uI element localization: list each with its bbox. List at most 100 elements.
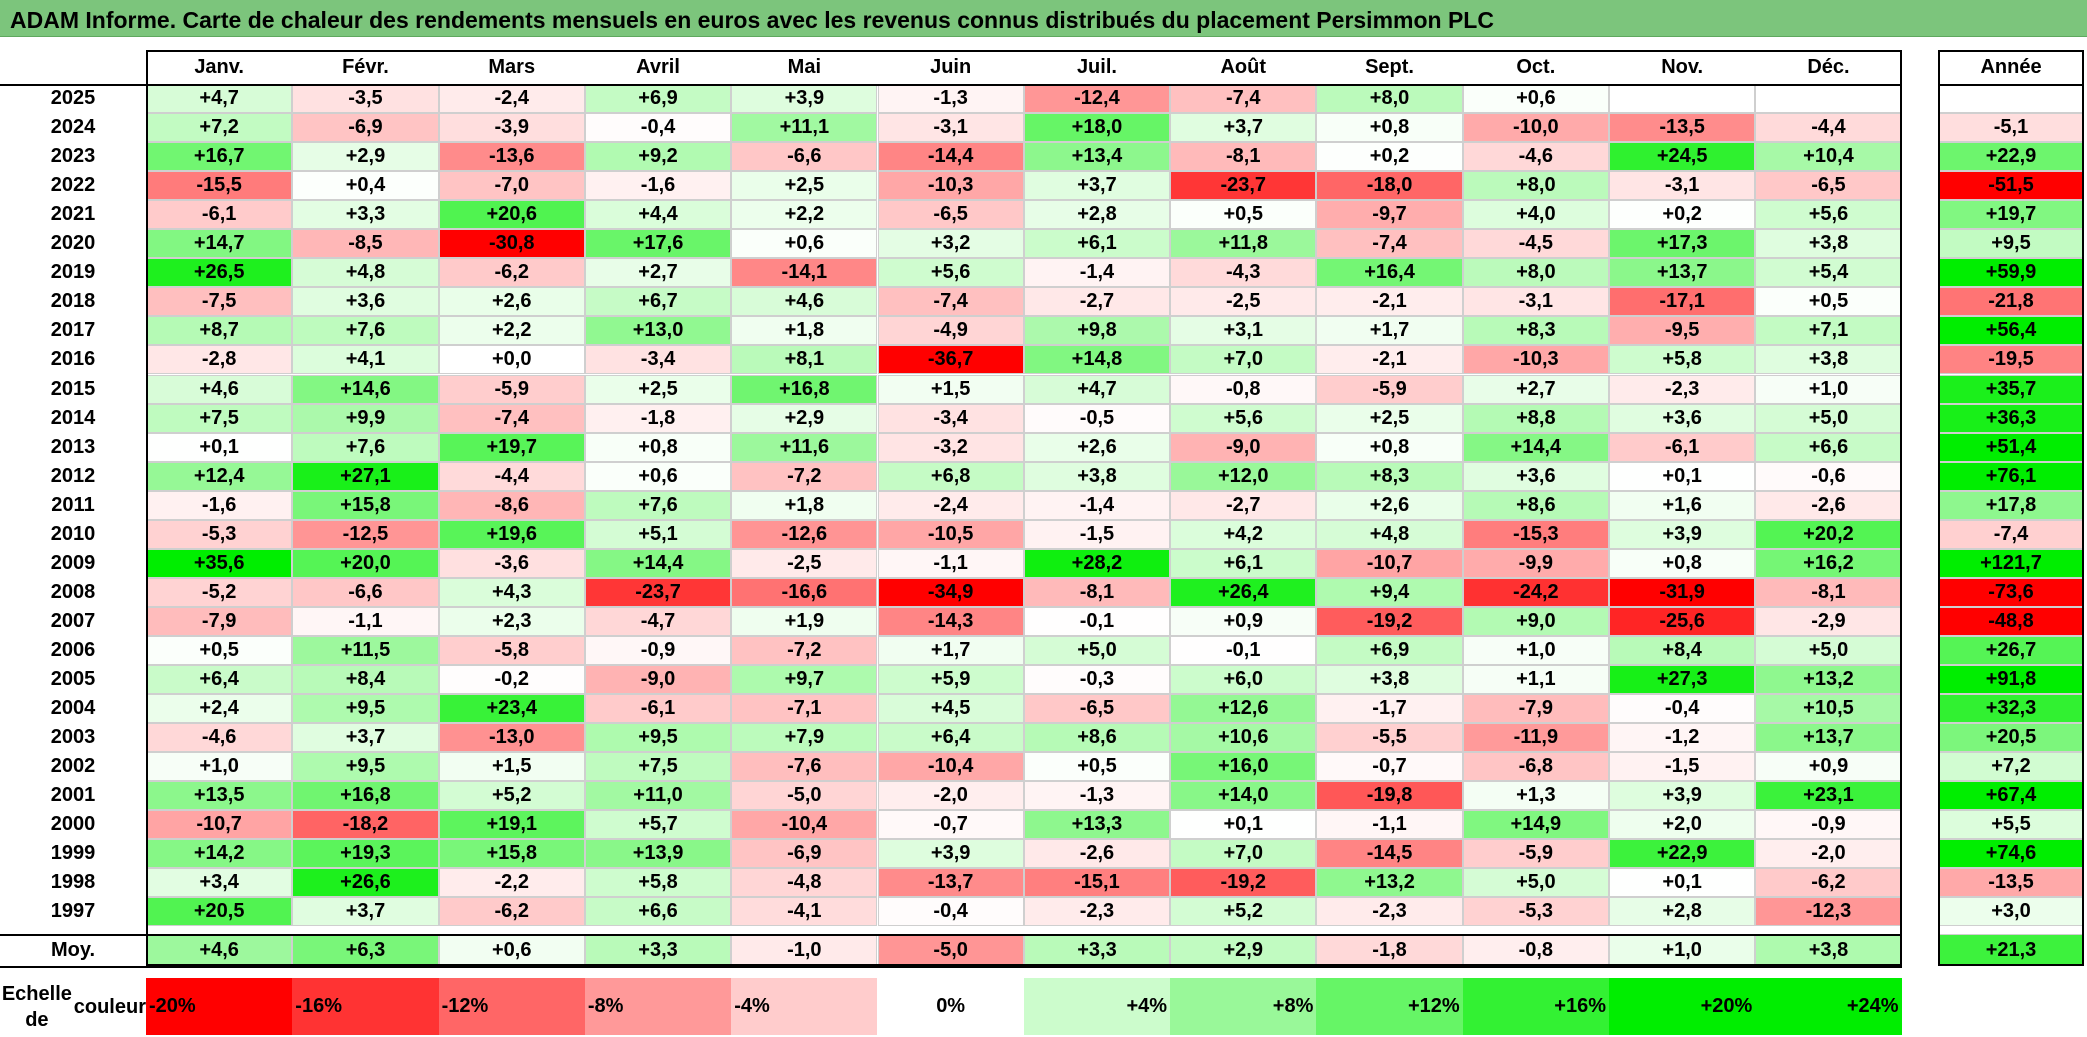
heatmap-cell: -1,1: [878, 549, 1024, 578]
heatmap-cell: -0,4: [585, 113, 731, 142]
average-cell: +0,6: [439, 934, 585, 966]
heatmap-cell: -7,0: [439, 171, 585, 200]
heatmap-cell: +6,1: [1024, 229, 1170, 258]
heatmap-cell: +3,6: [1609, 404, 1755, 433]
heatmap-cell: +3,8: [1755, 229, 1901, 258]
heatmap-cell: +9,8: [1024, 316, 1170, 345]
column-header: Juil.: [1024, 50, 1170, 84]
heatmap-cell: +7,0: [1170, 839, 1316, 868]
heatmap-cell: +3,9: [1609, 781, 1755, 810]
row-label-year: 1997: [0, 897, 146, 926]
heatmap-cell: -5,8: [439, 636, 585, 665]
heatmap-cell: +0,8: [1316, 113, 1462, 142]
heatmap-cell: +4,1: [292, 345, 438, 374]
heatmap-cell: +0,1: [1609, 868, 1755, 897]
heatmap-cell: -1,2: [1609, 723, 1755, 752]
heatmap-cell: +3,7: [1170, 113, 1316, 142]
heatmap-cell: [1609, 84, 1755, 113]
annual-cell: +32,3: [1938, 694, 2084, 723]
heatmap-cell: +27,3: [1609, 665, 1755, 694]
heatmap-cell: +19,1: [439, 810, 585, 839]
heatmap-cell: +26,4: [1170, 578, 1316, 607]
heatmap-cell: -2,6: [1024, 839, 1170, 868]
heatmap-cell: +28,2: [1024, 549, 1170, 578]
heatmap-cell: +0,0: [439, 345, 585, 374]
heatmap-cell: +14,9: [1463, 810, 1609, 839]
heatmap-cell: -1,1: [1316, 810, 1462, 839]
heatmap-cell: +13,9: [585, 839, 731, 868]
heatmap-cell: -10,3: [878, 171, 1024, 200]
heatmap-cell: -1,5: [1609, 752, 1755, 781]
heatmap-cell: -0,1: [1170, 636, 1316, 665]
average-annual-cell: +21,3: [1938, 934, 2084, 966]
heatmap-cell: -7,9: [146, 607, 292, 636]
heatmap-cell: +10,5: [1755, 694, 1901, 723]
heatmap-cell: +4,4: [585, 200, 731, 229]
heatmap-cell: [1755, 84, 1901, 113]
annual-cell: +22,9: [1938, 142, 2084, 171]
heatmap-cell: -6,9: [292, 113, 438, 142]
heatmap-cell: +6,4: [146, 665, 292, 694]
heatmap-cell: -9,0: [1170, 433, 1316, 462]
heatmap-cell: +7,5: [585, 752, 731, 781]
annual-cell: +36,3: [1938, 404, 2084, 433]
heatmap-cell: +9,5: [585, 723, 731, 752]
heatmap-cell: +0,6: [1463, 84, 1609, 113]
heatmap-cell: +2,3: [439, 607, 585, 636]
heatmap-cell: +26,5: [146, 258, 292, 287]
row-label-year: 2013: [0, 433, 146, 462]
column-header: Mai: [731, 50, 877, 84]
heatmap-cell: +6,4: [878, 723, 1024, 752]
heatmap-cell: -4,4: [1755, 113, 1901, 142]
heatmap-cell: -2,8: [146, 345, 292, 374]
heatmap-cell: +4,7: [1024, 375, 1170, 404]
heatmap-cell: +13,5: [146, 781, 292, 810]
heatmap-cell: -5,3: [1463, 897, 1609, 926]
heatmap-cell: -6,5: [1755, 171, 1901, 200]
heatmap-cell: -5,9: [439, 375, 585, 404]
heatmap-cell: -6,8: [1463, 752, 1609, 781]
row-label-year: 2025: [0, 84, 146, 113]
heatmap-cell: +15,8: [439, 839, 585, 868]
annual-cell: +51,4: [1938, 433, 2084, 462]
row-label-year: 2024: [0, 113, 146, 142]
row-label-year: 2002: [0, 752, 146, 781]
heatmap-cell: -6,2: [1755, 868, 1901, 897]
color-scale-step: -12%: [439, 978, 585, 1035]
heatmap-cell: +11,0: [585, 781, 731, 810]
heatmap-cell: -30,8: [439, 229, 585, 258]
heatmap-cell: +1,6: [1609, 491, 1755, 520]
heatmap-cell: +13,2: [1755, 665, 1901, 694]
average-cell: -1,0: [731, 934, 877, 966]
heatmap-cell: -1,3: [1024, 781, 1170, 810]
heatmap-cell: +0,5: [1755, 287, 1901, 316]
heatmap-cell: +8,6: [1463, 491, 1609, 520]
heatmap-cell: +4,6: [731, 287, 877, 316]
heatmap-cell: +14,7: [146, 229, 292, 258]
color-scale-step: +8%: [1170, 978, 1316, 1035]
heatmap-cell: +15,8: [292, 491, 438, 520]
heatmap-cell: -9,9: [1463, 549, 1609, 578]
heatmap-cell: +8,0: [1463, 171, 1609, 200]
heatmap-cell: +3,8: [1755, 345, 1901, 374]
heatmap-cell: +8,3: [1463, 316, 1609, 345]
heatmap-cell: +23,1: [1755, 781, 1901, 810]
annual-cell: +35,7: [1938, 375, 2084, 404]
average-cell: -1,8: [1316, 934, 1462, 966]
row-label-year: 2005: [0, 665, 146, 694]
heatmap-cell: -3,4: [585, 345, 731, 374]
heatmap-cell: +20,6: [439, 200, 585, 229]
heatmap-cell: +2,6: [1316, 491, 1462, 520]
heatmap-cell: -7,6: [731, 752, 877, 781]
heatmap-cell: +5,6: [1170, 404, 1316, 433]
heatmap-cell: -5,0: [731, 781, 877, 810]
heatmap-cell: -15,1: [1024, 868, 1170, 897]
heatmap-cell: +12,0: [1170, 462, 1316, 491]
annual-cell: -13,5: [1938, 868, 2084, 897]
annual-cell: -21,8: [1938, 287, 2084, 316]
annual-cell: +17,8: [1938, 491, 2084, 520]
annual-cell: +67,4: [1938, 781, 2084, 810]
column-header: Oct.: [1463, 50, 1609, 84]
heatmap-cell: +8,6: [1024, 723, 1170, 752]
row-label-year: 2021: [0, 200, 146, 229]
